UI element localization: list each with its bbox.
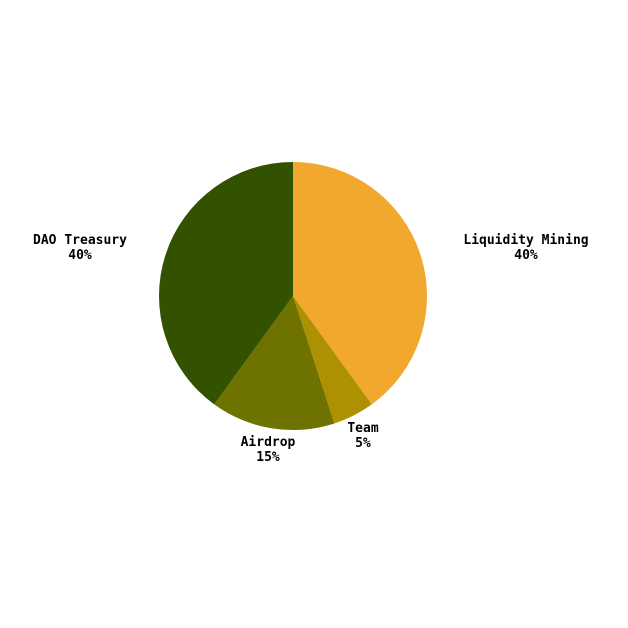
pie-slice-team bbox=[293, 296, 372, 424]
pie-slices bbox=[159, 162, 427, 430]
pie-slice-dao-treasury bbox=[159, 162, 293, 405]
pie-slice-airdrop bbox=[214, 296, 335, 430]
slice-label: Liquidity Mining bbox=[463, 233, 588, 248]
slice-label: DAO Treasury bbox=[33, 233, 127, 248]
slice-label: Team bbox=[347, 421, 378, 436]
slice-percent-label: 5% bbox=[355, 436, 371, 451]
slice-label: Airdrop bbox=[241, 435, 296, 450]
pie-slice-liquidity-mining bbox=[293, 162, 427, 405]
slice-percent-label: 40% bbox=[68, 248, 92, 263]
slice-percent-label: 15% bbox=[256, 450, 280, 465]
slice-percent-label: 40% bbox=[514, 248, 538, 263]
